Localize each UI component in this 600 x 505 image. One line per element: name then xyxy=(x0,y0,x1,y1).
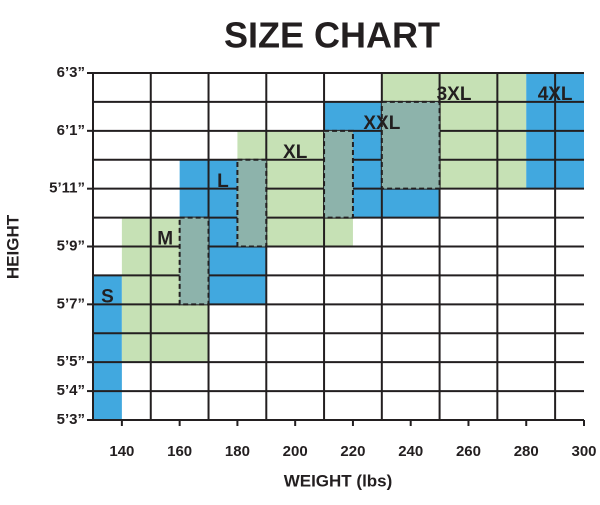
y-tick-label: 5’11” xyxy=(49,180,85,197)
y-tick-label: 5’7” xyxy=(57,295,85,312)
y-tick-label: 5’3” xyxy=(57,411,85,428)
size-region xyxy=(93,275,122,420)
region-label: 4XL xyxy=(538,84,573,105)
y-tick-label: 5’5” xyxy=(57,353,85,370)
y-tick-label: 6’3” xyxy=(57,64,85,81)
x-tick-label: 160 xyxy=(167,443,192,460)
overlap-border xyxy=(380,100,441,190)
chart-title: SIZE CHART xyxy=(224,15,440,56)
y-axis-label: HEIGHT xyxy=(3,214,22,279)
region-label: L xyxy=(217,171,229,192)
region-label: S xyxy=(101,286,114,307)
x-axis-label: WEIGHT (lbs) xyxy=(284,471,393,490)
x-tick-label: 180 xyxy=(225,443,250,460)
y-tick-label: 6’1” xyxy=(57,122,85,139)
region-label: 3XL xyxy=(437,84,472,105)
region-label: XL xyxy=(283,142,308,163)
overlap-border xyxy=(178,216,210,306)
x-tick-label: 200 xyxy=(283,443,308,460)
x-tick-label: 300 xyxy=(571,443,596,460)
y-tick-label: 5’4” xyxy=(57,382,85,399)
overlap-border xyxy=(236,158,268,248)
region-label: M xyxy=(157,229,173,250)
x-tick-label: 260 xyxy=(456,443,481,460)
overlap-border xyxy=(323,129,354,219)
x-tick-label: 280 xyxy=(514,443,539,460)
x-tick-label: 140 xyxy=(109,443,134,460)
x-tick-label: 240 xyxy=(398,443,423,460)
y-tick-label: 5’9” xyxy=(57,237,85,254)
region-label: XXL xyxy=(363,113,400,134)
x-tick-label: 220 xyxy=(340,443,365,460)
